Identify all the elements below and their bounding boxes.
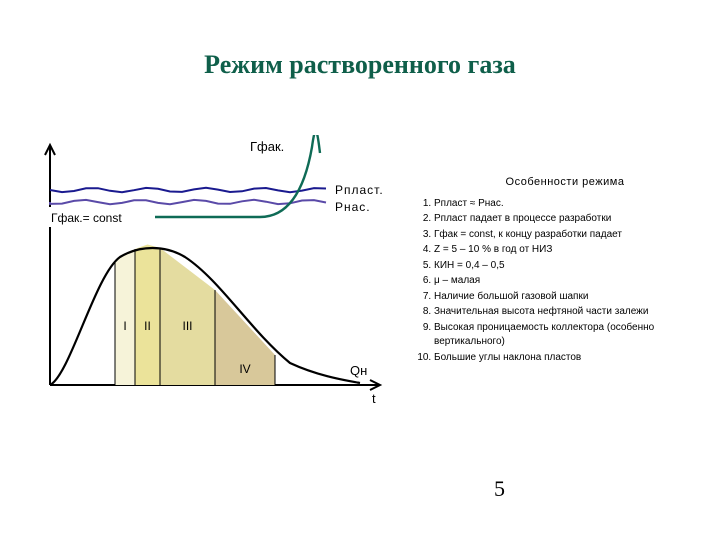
t-label: t — [372, 391, 376, 406]
feature-item: Гфак = const, к концу разработки падает — [434, 228, 710, 243]
page-title: Режим растворенного газа — [0, 50, 720, 80]
feature-item: μ – малая — [434, 274, 710, 289]
chart-region: IIIIIIIVГфак.Рпласт.Рнас.Гфак.= constQнt — [20, 135, 400, 415]
feature-item: Большие углы наклона пластов — [434, 351, 710, 366]
pplast-line — [50, 188, 326, 192]
pnas-label: Рнас. — [335, 200, 371, 214]
feature-item: Рпласт ≈ Рнас. — [434, 197, 710, 212]
feature-item: Высокая проницаемость коллектора (особен… — [434, 321, 710, 350]
qn-label: Qн — [350, 363, 367, 378]
stage-label: I — [123, 319, 126, 333]
pnas-line — [50, 200, 326, 204]
stage-label: II — [144, 319, 151, 333]
feature-item: Значительная высота нефтяной части залеж… — [434, 305, 710, 320]
feature-item: Рпласт падает в процессе разработки — [434, 212, 710, 227]
stage-fill-3 — [160, 248, 215, 385]
stage-label: IV — [239, 362, 250, 376]
gfak-top-label: Гфак. — [250, 139, 284, 154]
pplast-label: Рпласт. — [335, 183, 384, 197]
feature-item: КИН = 0,4 – 0,5 — [434, 259, 710, 274]
features-list: Рпласт ≈ Рнас.Рпласт падает в процессе р… — [420, 197, 710, 366]
feature-item: Наличие большой газовой шапки — [434, 290, 710, 305]
features-heading: Особенности режима — [420, 175, 710, 191]
gfak-const-label: Гфак.= const — [51, 211, 122, 225]
features-panel: Особенности режима Рпласт ≈ Рнас.Рпласт … — [420, 175, 710, 366]
stage-label: III — [182, 319, 192, 333]
feature-item: Z = 5 – 10 % в год от НИЗ — [434, 243, 710, 258]
stage-fill-1 — [115, 249, 135, 385]
page-number: 5 — [494, 476, 505, 502]
stage-fill-2 — [135, 245, 160, 386]
